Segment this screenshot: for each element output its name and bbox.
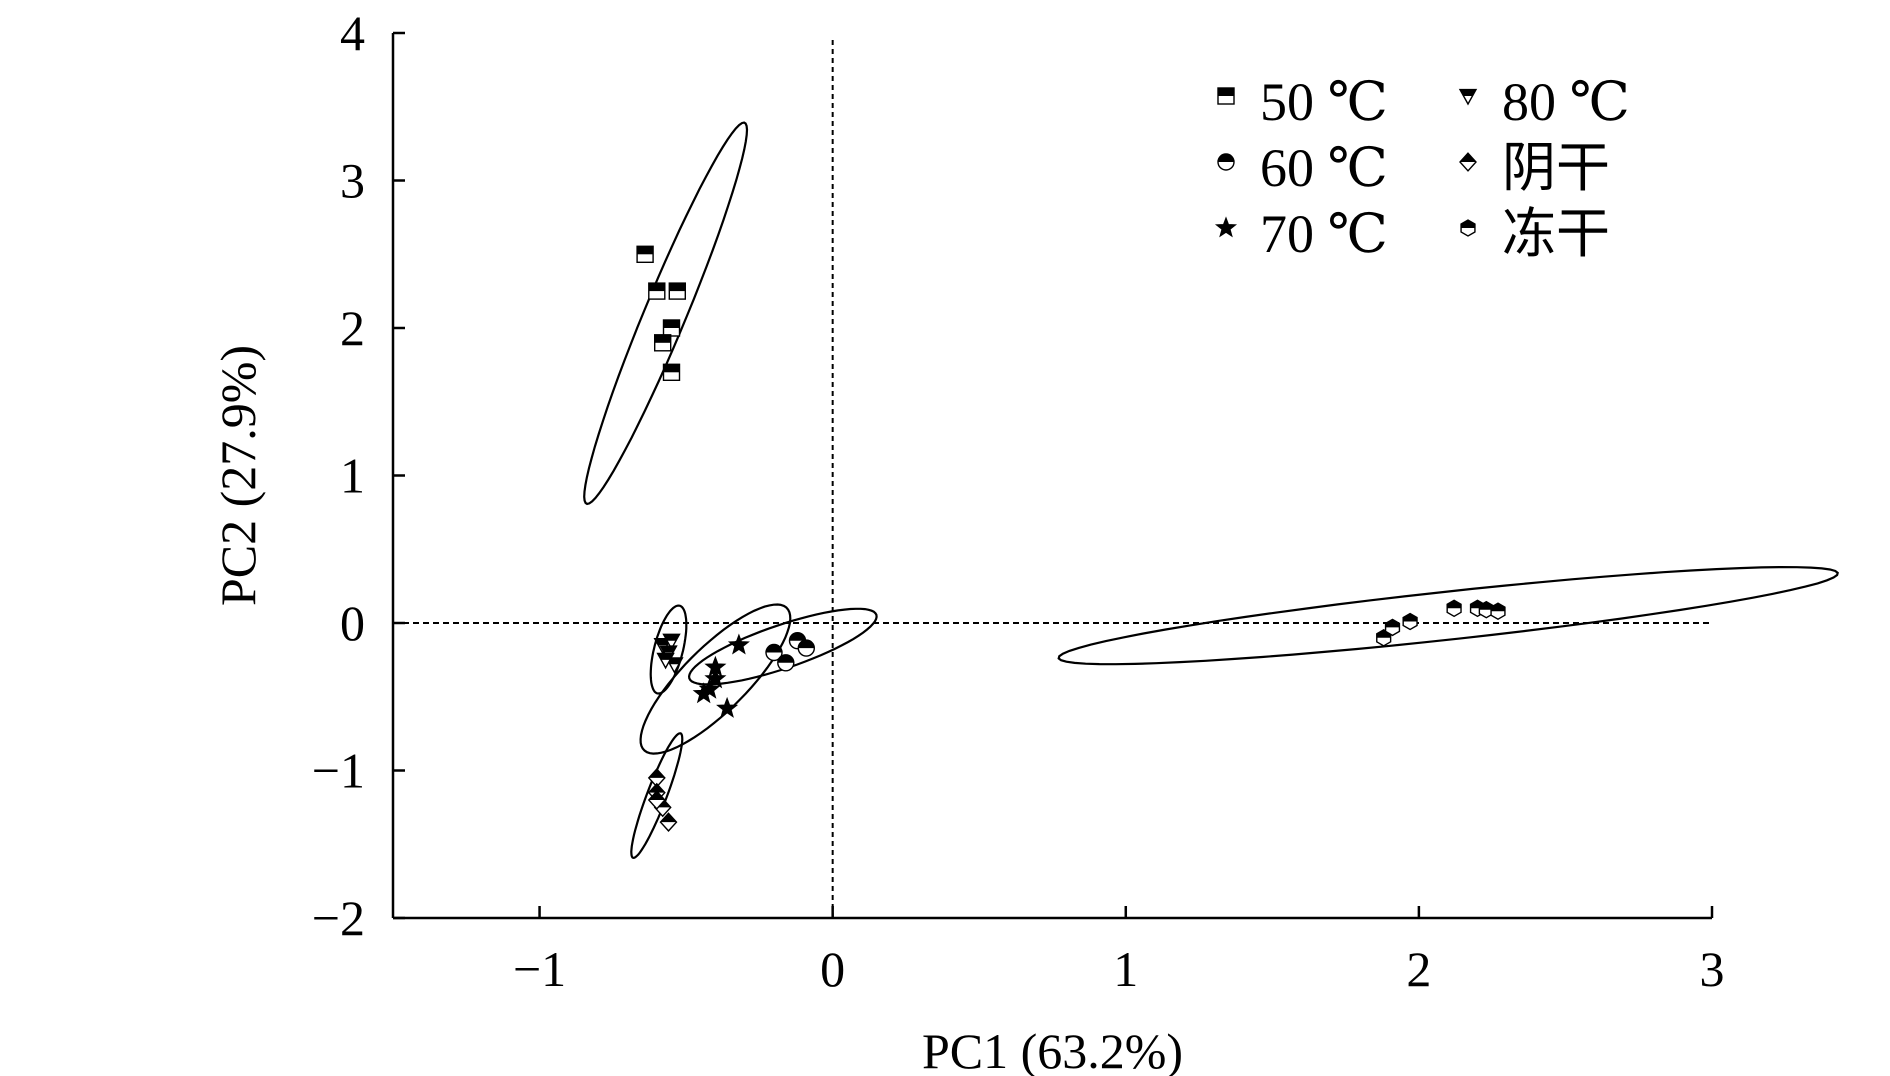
data-point [659,812,678,832]
y-tick-label: 4 [340,5,365,61]
x-tick-label: 1 [1113,941,1138,997]
x-tick-label: −1 [513,941,566,997]
data-point [668,282,686,300]
data-point [1384,618,1401,637]
data-point [1446,599,1462,618]
legend-marker [1217,153,1235,171]
legend-item: 60 ℃ [1217,138,1388,198]
axis-ticks: −1 0 1 2 3 −2 −1 0 1 2 3 4 [312,5,1725,997]
data-point [765,643,783,662]
data-point [727,633,750,655]
data-point [648,282,666,300]
data-points [636,245,1506,832]
data-point [1402,612,1418,631]
data-point [1490,602,1506,621]
data-point [662,633,681,651]
data-point [636,245,654,264]
data-point [704,667,727,689]
legend-label: 80 ℃ [1502,72,1630,132]
data-point [656,652,675,670]
legend-item: 80 ℃ [1458,72,1630,132]
y-tick-label: 3 [340,153,365,209]
data-point [662,319,681,337]
legend-item: 阴干 [1459,138,1610,198]
legend-marker [1217,87,1235,105]
data-point [777,654,795,672]
x-axis-title: PC1 (63.2%) [922,1023,1183,1076]
data-point [647,768,666,788]
data-point [797,639,815,657]
y-tick-label: 0 [340,595,365,651]
legend-label: 冻干 [1502,204,1610,264]
data-point [662,363,681,381]
y-axis-title: PC2 (27.9%) [210,345,266,606]
plot-area: −1 0 1 2 3 −2 −1 0 1 2 3 4 [312,5,1839,997]
ellipse [583,121,749,506]
y-tick-label: −2 [312,890,365,946]
data-point [716,696,739,718]
legend-label: 60 ℃ [1260,138,1388,198]
y-tick-label: 1 [340,448,365,504]
data-point [647,790,666,810]
legend-item: 冻干 [1460,204,1610,264]
legend-marker [1460,219,1476,237]
y-tick-label: −1 [312,743,365,799]
confidence-ellipses [583,121,1839,860]
y-tick-label: 2 [340,300,365,356]
x-tick-label: 2 [1406,941,1431,997]
data-point [1478,600,1494,619]
legend-marker [1458,88,1478,106]
ellipse [649,604,688,695]
legend-label: 阴干 [1502,138,1610,198]
ellipse [1057,565,1839,666]
data-point [692,682,715,704]
ellipse [630,732,684,860]
legend-label: 70 ℃ [1260,204,1388,264]
legend-label: 50 ℃ [1260,72,1388,132]
ellipse [687,607,878,686]
data-point [654,334,672,352]
x-tick-label: 0 [820,941,845,997]
x-tick-label: 3 [1700,941,1725,997]
legend-item: 50 ℃ [1217,72,1388,132]
legend-marker [1214,216,1238,238]
legend-item: 70 ℃ [1214,204,1388,264]
legend-marker [1459,152,1477,172]
